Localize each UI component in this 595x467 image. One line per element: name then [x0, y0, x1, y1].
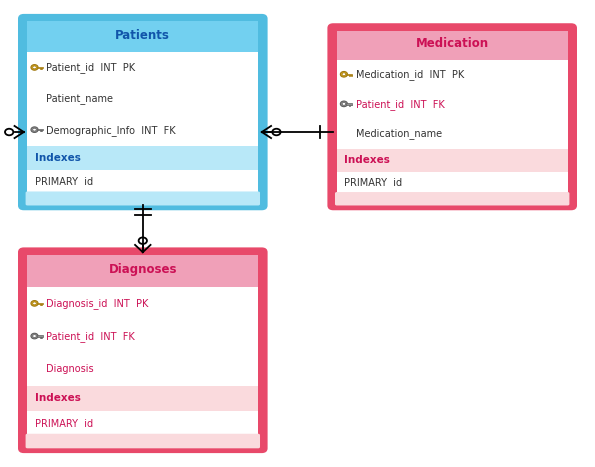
- Bar: [37, 129, 43, 130]
- Circle shape: [342, 102, 346, 105]
- Circle shape: [342, 73, 346, 76]
- Text: Indexes: Indexes: [35, 393, 80, 403]
- Text: Patient_name: Patient_name: [46, 93, 114, 105]
- Text: Diagnosis: Diagnosis: [46, 364, 94, 374]
- FancyBboxPatch shape: [335, 192, 569, 205]
- Text: Medication_id  INT  PK: Medication_id INT PK: [356, 69, 464, 80]
- Text: Patient_id  INT  PK: Patient_id INT PK: [46, 63, 136, 73]
- FancyBboxPatch shape: [19, 15, 267, 209]
- Bar: [40, 68, 41, 69]
- FancyBboxPatch shape: [26, 191, 260, 205]
- Bar: [27, 288, 258, 386]
- Bar: [40, 304, 41, 305]
- Bar: [37, 303, 43, 304]
- Bar: [27, 170, 258, 194]
- Bar: [27, 21, 258, 52]
- Circle shape: [33, 66, 36, 69]
- Text: Patients: Patients: [115, 29, 170, 42]
- Bar: [27, 146, 258, 170]
- Bar: [27, 52, 258, 146]
- Text: PRIMARY  id: PRIMARY id: [344, 178, 402, 188]
- FancyBboxPatch shape: [328, 24, 576, 209]
- Bar: [37, 67, 43, 68]
- Circle shape: [340, 71, 347, 77]
- Bar: [337, 31, 568, 60]
- Bar: [351, 75, 352, 76]
- Text: Patient_id  INT  FK: Patient_id INT FK: [46, 331, 135, 342]
- Text: Diagnoses: Diagnoses: [108, 263, 177, 276]
- Circle shape: [31, 127, 38, 133]
- Bar: [40, 130, 41, 131]
- Bar: [349, 75, 350, 76]
- Text: Patient_id  INT  FK: Patient_id INT FK: [356, 99, 444, 110]
- Circle shape: [31, 64, 38, 70]
- Circle shape: [31, 333, 38, 339]
- Bar: [27, 255, 258, 288]
- Bar: [27, 386, 258, 411]
- Bar: [346, 103, 352, 105]
- FancyBboxPatch shape: [26, 434, 260, 448]
- Bar: [349, 105, 350, 106]
- Circle shape: [33, 302, 36, 305]
- Bar: [27, 411, 258, 437]
- Text: Demographic_Info  INT  FK: Demographic_Info INT FK: [46, 125, 176, 135]
- FancyBboxPatch shape: [19, 248, 267, 452]
- Bar: [346, 73, 352, 75]
- Circle shape: [340, 101, 347, 106]
- Bar: [337, 60, 568, 149]
- Text: PRIMARY  id: PRIMARY id: [35, 177, 93, 187]
- Text: PRIMARY  id: PRIMARY id: [35, 419, 93, 429]
- Bar: [337, 172, 568, 195]
- Text: Medication: Medication: [416, 37, 488, 50]
- Text: Diagnosis_id  INT  PK: Diagnosis_id INT PK: [46, 298, 149, 309]
- Circle shape: [33, 128, 36, 131]
- Text: Medication_name: Medication_name: [356, 128, 442, 139]
- Circle shape: [31, 301, 38, 306]
- Bar: [337, 149, 568, 172]
- Circle shape: [33, 335, 36, 338]
- Text: Indexes: Indexes: [344, 155, 390, 165]
- Bar: [40, 337, 41, 338]
- Bar: [37, 335, 43, 337]
- Bar: [351, 105, 352, 106]
- Text: Indexes: Indexes: [35, 153, 80, 163]
